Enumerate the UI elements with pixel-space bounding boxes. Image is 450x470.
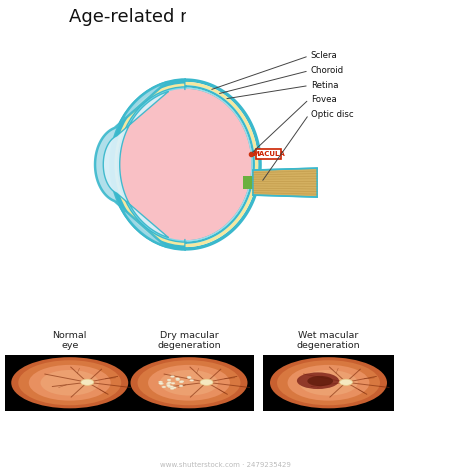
Ellipse shape [40, 370, 99, 396]
Text: Dry macular
degeneration: Dry macular degeneration [157, 331, 221, 351]
Polygon shape [95, 83, 166, 246]
Ellipse shape [18, 360, 121, 405]
Bar [4, 355, 135, 411]
Bar [124, 355, 254, 411]
Polygon shape [185, 82, 258, 247]
Text: Retina: Retina [311, 81, 338, 90]
Ellipse shape [307, 376, 333, 386]
Text: Normal
eye: Normal eye [53, 331, 87, 351]
Text: Choroid: Choroid [311, 66, 344, 75]
Text: Sclera: Sclera [311, 51, 338, 61]
Text: Wet macular
degeneration: Wet macular degeneration [297, 331, 360, 351]
Ellipse shape [138, 360, 240, 405]
Ellipse shape [187, 376, 191, 378]
Polygon shape [185, 79, 261, 250]
Ellipse shape [190, 379, 194, 381]
Ellipse shape [167, 382, 171, 384]
Ellipse shape [162, 386, 166, 388]
Ellipse shape [277, 360, 380, 405]
Polygon shape [185, 80, 260, 249]
Ellipse shape [297, 372, 339, 389]
Ellipse shape [29, 365, 111, 400]
Ellipse shape [111, 80, 260, 249]
Ellipse shape [111, 79, 261, 250]
Polygon shape [185, 87, 252, 242]
Polygon shape [185, 85, 255, 244]
Ellipse shape [130, 357, 248, 408]
Ellipse shape [159, 383, 163, 384]
Ellipse shape [120, 89, 251, 240]
Ellipse shape [270, 357, 387, 408]
Ellipse shape [160, 370, 218, 396]
Ellipse shape [168, 386, 172, 388]
Ellipse shape [170, 388, 174, 390]
Ellipse shape [176, 379, 180, 381]
Ellipse shape [166, 385, 171, 387]
Text: www.shutterstock.com · 2479235429: www.shutterstock.com · 2479235429 [160, 462, 290, 468]
Text: Optic disc: Optic disc [311, 110, 354, 119]
FancyBboxPatch shape [256, 149, 281, 158]
Ellipse shape [187, 377, 191, 379]
Bar [243, 176, 253, 189]
Polygon shape [185, 89, 251, 240]
Ellipse shape [171, 376, 175, 377]
Ellipse shape [288, 365, 369, 400]
Ellipse shape [200, 379, 213, 385]
Ellipse shape [117, 86, 254, 243]
Ellipse shape [166, 383, 170, 385]
Bar [263, 355, 394, 411]
Text: MACULA: MACULA [252, 151, 285, 157]
Ellipse shape [158, 381, 162, 383]
Polygon shape [103, 91, 168, 238]
Polygon shape [253, 168, 317, 197]
Ellipse shape [170, 386, 174, 388]
Ellipse shape [11, 357, 128, 408]
Ellipse shape [340, 379, 352, 385]
Ellipse shape [81, 379, 94, 385]
Ellipse shape [148, 365, 230, 400]
Ellipse shape [299, 370, 358, 396]
Ellipse shape [172, 387, 176, 389]
Ellipse shape [159, 383, 163, 384]
Ellipse shape [171, 382, 175, 384]
Ellipse shape [179, 385, 183, 387]
Ellipse shape [114, 84, 256, 245]
Ellipse shape [180, 381, 184, 383]
Ellipse shape [179, 381, 183, 383]
Text: Age-related macular degeneration: Age-related macular degeneration [69, 8, 381, 26]
Ellipse shape [167, 379, 171, 381]
Ellipse shape [118, 87, 252, 242]
Text: Fovea: Fovea [311, 95, 337, 104]
Ellipse shape [176, 378, 180, 380]
